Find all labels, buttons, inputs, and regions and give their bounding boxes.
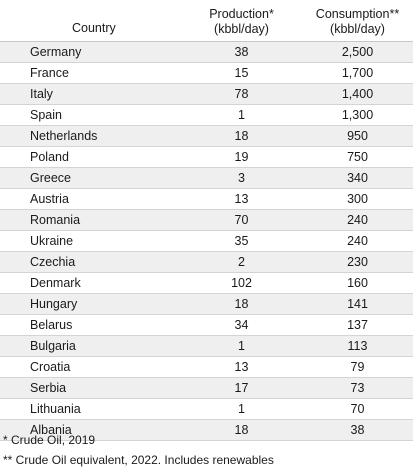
table-row: Greece 3 340 bbox=[0, 167, 413, 189]
table-row: Austria 13 300 bbox=[0, 188, 413, 210]
country-cell: Germany bbox=[0, 41, 181, 63]
consumption-cell: 137 bbox=[302, 314, 413, 336]
country-cell: Bulgaria bbox=[0, 335, 181, 357]
table-row: Belarus 34 137 bbox=[0, 314, 413, 336]
table-row: Lithuania 1 70 bbox=[0, 398, 413, 420]
table-row: Serbia 17 73 bbox=[0, 377, 413, 399]
consumption-cell: 79 bbox=[302, 356, 413, 378]
consumption-cell: 1,400 bbox=[302, 83, 413, 105]
production-cell: 78 bbox=[181, 83, 302, 105]
consumption-cell: 160 bbox=[302, 272, 413, 294]
country-cell: Lithuania bbox=[0, 398, 181, 420]
country-cell: Hungary bbox=[0, 293, 181, 315]
country-cell: Denmark bbox=[0, 272, 181, 294]
country-cell: Austria bbox=[0, 188, 181, 210]
table-row: Ukraine 35 240 bbox=[0, 230, 413, 252]
table-row: Romania 70 240 bbox=[0, 209, 413, 231]
table-row: Croatia 13 79 bbox=[0, 356, 413, 378]
country-column-header: Country bbox=[0, 0, 181, 42]
country-cell: Albania bbox=[0, 419, 181, 441]
production-cell: 13 bbox=[181, 188, 302, 210]
production-cell: 15 bbox=[181, 62, 302, 84]
consumption-header-label: Consumption** bbox=[315, 7, 400, 21]
table-body: Germany 38 2,500 France 15 1,700 Italy 78 1,400 S… bbox=[0, 41, 413, 441]
table-header-row: Country Production* (kbbl/day) Consumpti… bbox=[0, 0, 413, 42]
table-row: France 15 1,700 bbox=[0, 62, 413, 84]
production-cell: 1 bbox=[181, 398, 302, 420]
country-cell: Italy bbox=[0, 83, 181, 105]
production-cell: 102 bbox=[181, 272, 302, 294]
consumption-cell: 300 bbox=[302, 188, 413, 210]
country-header-label: Country bbox=[72, 21, 116, 35]
country-cell: Poland bbox=[0, 146, 181, 168]
table-row: Poland 19 750 bbox=[0, 146, 413, 168]
country-cell: Greece bbox=[0, 167, 181, 189]
country-cell: Netherlands bbox=[0, 125, 181, 147]
production-cell: 1 bbox=[181, 335, 302, 357]
consumption-cell: 1,300 bbox=[302, 104, 413, 126]
consumption-column-header: Consumption** (kbbl/day) bbox=[302, 0, 413, 42]
production-cell: 1 bbox=[181, 104, 302, 126]
table-row: Spain 1 1,300 bbox=[0, 104, 413, 126]
production-cell: 70 bbox=[181, 209, 302, 231]
production-cell: 34 bbox=[181, 314, 302, 336]
country-cell: Croatia bbox=[0, 356, 181, 378]
table-row: Albania 18 38 bbox=[0, 419, 413, 441]
production-cell: 17 bbox=[181, 377, 302, 399]
production-cell: 2 bbox=[181, 251, 302, 273]
consumption-cell: 750 bbox=[302, 146, 413, 168]
table-row: Germany 38 2,500 bbox=[0, 41, 413, 63]
table-row: Italy 78 1,400 bbox=[0, 83, 413, 105]
production-cell: 3 bbox=[181, 167, 302, 189]
oil-production-consumption-table: Country Production* (kbbl/day) Consumpti… bbox=[0, 0, 413, 441]
table-row: Bulgaria 1 113 bbox=[0, 335, 413, 357]
country-cell: Romania bbox=[0, 209, 181, 231]
production-header-unit: (kbbl/day) bbox=[214, 22, 269, 36]
country-cell: Belarus bbox=[0, 314, 181, 336]
production-header-label: Production* bbox=[209, 7, 274, 21]
production-column-header: Production* (kbbl/day) bbox=[181, 0, 302, 42]
consumption-cell: 70 bbox=[302, 398, 413, 420]
consumption-cell: 240 bbox=[302, 209, 413, 231]
production-cell: 38 bbox=[181, 41, 302, 63]
country-cell: Spain bbox=[0, 104, 181, 126]
consumption-cell: 73 bbox=[302, 377, 413, 399]
consumption-cell: 240 bbox=[302, 230, 413, 252]
production-cell: 35 bbox=[181, 230, 302, 252]
production-cell: 18 bbox=[181, 419, 302, 441]
production-footnote: * Crude Oil, 2019 bbox=[3, 433, 96, 447]
table-row: Denmark 102 160 bbox=[0, 272, 413, 294]
consumption-cell: 141 bbox=[302, 293, 413, 315]
production-cell: 19 bbox=[181, 146, 302, 168]
consumption-cell: 340 bbox=[302, 167, 413, 189]
consumption-cell: 38 bbox=[302, 419, 413, 441]
consumption-header-unit: (kbbl/day) bbox=[330, 22, 385, 36]
production-cell: 18 bbox=[181, 293, 302, 315]
consumption-cell: 113 bbox=[302, 335, 413, 357]
consumption-footnote: ** Crude Oil equivalent, 2022. Includes … bbox=[3, 453, 274, 467]
country-cell: Ukraine bbox=[0, 230, 181, 252]
country-cell: Czechia bbox=[0, 251, 181, 273]
table-row: Netherlands 18 950 bbox=[0, 125, 413, 147]
country-cell: France bbox=[0, 62, 181, 84]
consumption-cell: 950 bbox=[302, 125, 413, 147]
footnotes: * Crude Oil, 2019 ** Crude Oil equivalen… bbox=[3, 430, 274, 470]
table-row: Czechia 2 230 bbox=[0, 251, 413, 273]
consumption-cell: 230 bbox=[302, 251, 413, 273]
consumption-cell: 2,500 bbox=[302, 41, 413, 63]
consumption-cell: 1,700 bbox=[302, 62, 413, 84]
table-row: Hungary 18 141 bbox=[0, 293, 413, 315]
production-cell: 13 bbox=[181, 356, 302, 378]
production-cell: 18 bbox=[181, 125, 302, 147]
country-cell: Serbia bbox=[0, 377, 181, 399]
